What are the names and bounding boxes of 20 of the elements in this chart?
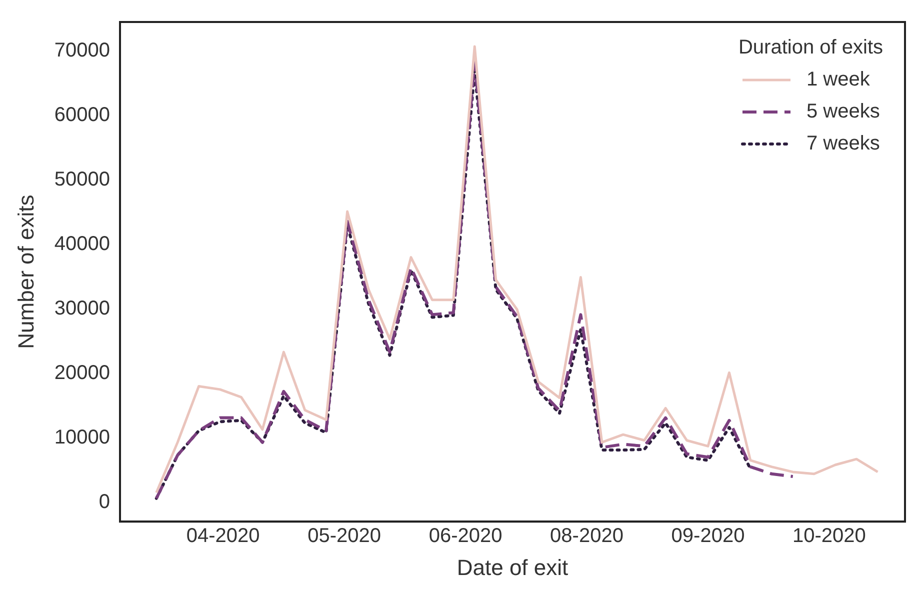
y-tick-label: 20000 <box>54 362 110 384</box>
y-tick-label: 10000 <box>54 426 110 448</box>
x-tick-label: 10-2020 <box>792 525 866 548</box>
x-tick-label: 05-2020 <box>308 525 381 548</box>
y-tick-label: 40000 <box>54 232 110 255</box>
legend-label: 7 weeks <box>806 132 880 155</box>
legend-label: 5 weeks <box>806 100 880 123</box>
x-tick-label: 08-2020 <box>550 525 624 548</box>
y-tick-label: 70000 <box>54 40 110 62</box>
x-tick-label: 06-2020 <box>428 525 502 548</box>
x-tick-label: 09-2020 <box>671 525 745 548</box>
x-axis-title: Date of exit <box>456 554 568 580</box>
y-tick-label: 0 <box>98 490 110 513</box>
y-tick-label: 60000 <box>54 104 110 126</box>
legend-label: 1 week <box>806 68 871 91</box>
y-tick-label: 30000 <box>54 297 110 320</box>
y-axis-title: Number of exits <box>13 194 38 349</box>
legend-title: Duration of exits <box>738 36 884 59</box>
y-tick-label: 50000 <box>54 168 110 190</box>
x-tick-label: 04-2020 <box>186 525 260 548</box>
